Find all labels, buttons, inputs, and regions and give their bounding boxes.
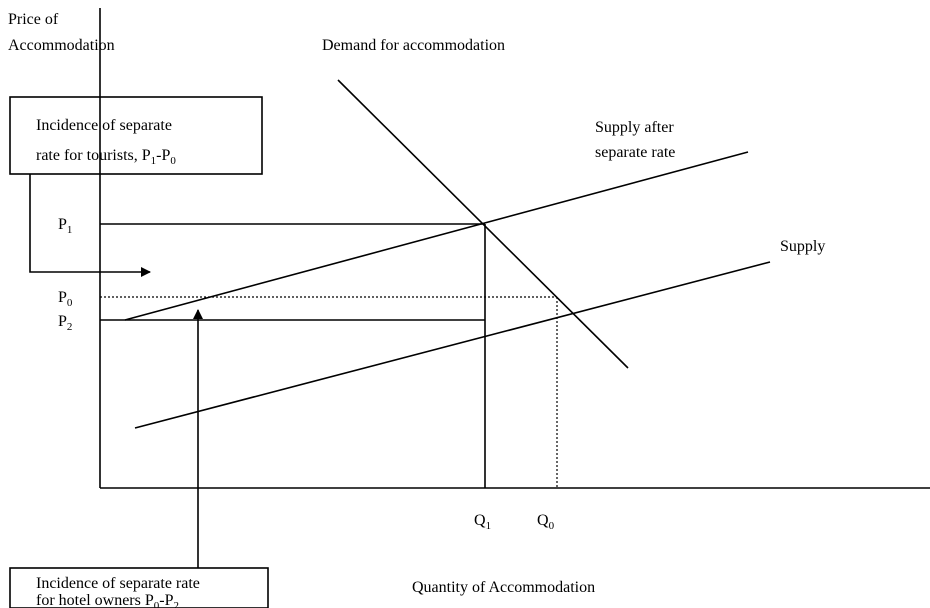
supply-label: Supply — [780, 238, 825, 255]
text-part: for hotel owners P — [36, 592, 154, 608]
box-text: rate for tourists, P1-P0 — [36, 147, 176, 167]
quantity-label: Q0 — [537, 512, 555, 532]
subscript: 0 — [154, 600, 160, 608]
text-part: Q — [537, 512, 549, 529]
text-part: -P — [159, 592, 173, 608]
box-text: Incidence of separate rate — [36, 575, 200, 592]
text-part: Q — [474, 512, 486, 529]
supply-after-label: separate rate — [595, 144, 675, 161]
text-part: P — [58, 289, 67, 306]
box-text: for hotel owners P0-P2 — [36, 592, 179, 608]
subscript: 1 — [67, 224, 73, 236]
supply-line — [134, 261, 771, 429]
price-label: P0 — [58, 289, 73, 309]
text-part: rate for tourists, P — [36, 147, 151, 164]
subscript: 0 — [170, 155, 176, 167]
supply-after-line — [124, 151, 749, 321]
price-label: P1 — [58, 216, 72, 236]
demand-label: Demand for accommodation — [322, 37, 505, 54]
subscript: 0 — [549, 520, 555, 532]
subscript: 2 — [67, 321, 73, 333]
supply-after-label: Supply after — [595, 119, 674, 136]
subscript: 1 — [486, 520, 492, 532]
text-part: Incidence of separate — [36, 117, 172, 134]
subscript: 0 — [67, 297, 73, 309]
subscript: 1 — [151, 155, 157, 167]
text-part: P — [58, 216, 67, 233]
box-text: Incidence of separate — [36, 117, 172, 134]
owner-box — [9, 567, 269, 608]
subscript: 2 — [174, 600, 180, 608]
price-label: P2 — [58, 313, 72, 333]
text-part: -P — [156, 147, 170, 164]
x-axis-label: Quantity of Accommodation — [412, 579, 595, 596]
quantity-label: Q1 — [474, 512, 491, 532]
text-part: Incidence of separate rate — [36, 575, 200, 592]
tourist-box — [9, 96, 263, 175]
y-axis-label: Accommodation — [8, 37, 115, 54]
tourist-arrow — [29, 174, 151, 277]
y-axis-label: Price of — [8, 11, 59, 28]
text-part: P — [58, 313, 67, 330]
